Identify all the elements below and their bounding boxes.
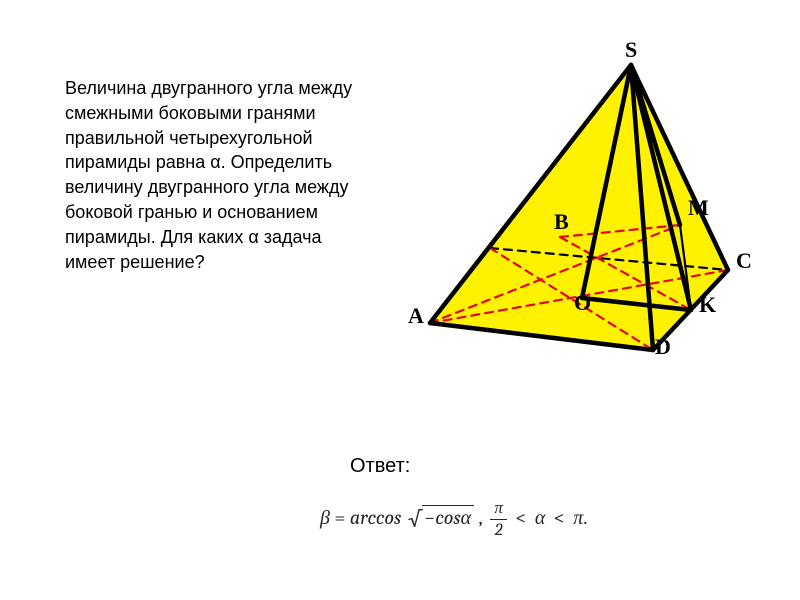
sqrt-icon: √−cosα [408,506,474,532]
vertex-label-C: C [736,248,752,274]
problem-text: Величина двугранного угла между смежными… [65,76,355,275]
vertex-label-M: M [688,195,709,221]
vertex-label-A: A [408,303,424,329]
formula-func: arccos [350,506,401,529]
pyramid-diagram: SABCDOKM [410,50,750,380]
vertex-label-K: K [699,292,716,318]
eq-sign: = [334,506,349,529]
vertex-label-S: S [625,37,637,63]
vertex-label-B: B [554,209,569,235]
comma: , [474,506,486,529]
vertex-label-D: D [655,334,671,360]
answer-label: Ответ: [350,455,410,478]
vertex-label-O: O [574,290,591,316]
formula-lhs: β [320,506,330,529]
fraction: π 2 [490,500,507,539]
answer-formula: β = arccos √−cosα , π 2 < α < π. [320,500,587,539]
